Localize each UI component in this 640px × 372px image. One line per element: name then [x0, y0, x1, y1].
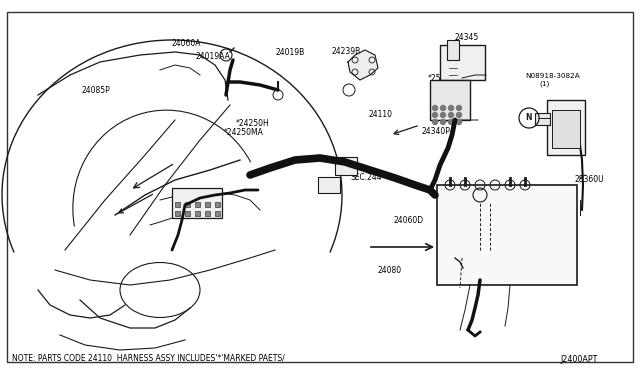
Text: 24060D: 24060D: [394, 217, 424, 225]
Circle shape: [449, 119, 454, 125]
Circle shape: [440, 106, 445, 110]
Polygon shape: [348, 50, 378, 80]
Bar: [437, 185, 577, 285]
Text: 24345: 24345: [454, 33, 479, 42]
Bar: [335, 157, 357, 175]
Bar: [447, 40, 459, 60]
Circle shape: [440, 119, 445, 125]
Text: J2400APT: J2400APT: [560, 356, 597, 365]
Bar: [552, 110, 580, 148]
Circle shape: [449, 112, 454, 118]
Bar: [547, 100, 585, 155]
Text: *24250MA: *24250MA: [224, 128, 264, 137]
Text: 24239B: 24239B: [332, 47, 361, 56]
Circle shape: [433, 112, 438, 118]
Text: SEC.244: SEC.244: [351, 173, 382, 182]
Text: ⊖: ⊖: [451, 225, 459, 235]
Text: NOTE: PARTS CODE 24110  HARNESS ASSY INCLUDES'*'MARKED PAETS/: NOTE: PARTS CODE 24110 HARNESS ASSY INCL…: [12, 353, 285, 362]
Text: 24019AA: 24019AA: [195, 52, 230, 61]
Bar: [185, 202, 190, 207]
Bar: [195, 211, 200, 216]
Text: N: N: [525, 113, 532, 122]
Text: 24029D: 24029D: [440, 275, 470, 283]
Text: (1): (1): [540, 80, 550, 87]
Bar: [195, 202, 200, 207]
Bar: [205, 211, 210, 216]
Text: *25411+A: *25411+A: [428, 74, 467, 83]
Bar: [205, 202, 210, 207]
Circle shape: [456, 112, 461, 118]
Bar: [185, 211, 190, 216]
Text: *24250H: *24250H: [236, 119, 269, 128]
Bar: [172, 188, 222, 218]
Text: 28360U: 28360U: [575, 175, 604, 184]
Circle shape: [433, 119, 438, 125]
Circle shape: [440, 112, 445, 118]
Text: 24029AA: 24029AA: [440, 268, 475, 277]
Text: SEC.253: SEC.253: [552, 123, 583, 132]
Text: 24060A: 24060A: [172, 39, 201, 48]
Circle shape: [449, 106, 454, 110]
Bar: [440, 45, 485, 80]
Bar: [318, 177, 340, 193]
Bar: [215, 202, 220, 207]
Bar: [215, 211, 220, 216]
Circle shape: [456, 119, 461, 125]
Circle shape: [456, 106, 461, 110]
Bar: [430, 80, 470, 120]
Text: N08918-3082A: N08918-3082A: [525, 73, 580, 78]
Text: 24019B: 24019B: [275, 48, 305, 57]
Text: 24080: 24080: [378, 266, 402, 275]
Bar: [175, 211, 180, 216]
Text: ⊕: ⊕: [516, 225, 524, 235]
Bar: [175, 202, 180, 207]
Text: 24085P: 24085P: [82, 86, 111, 95]
Bar: [535, 113, 550, 125]
Circle shape: [433, 106, 438, 110]
Text: (294G0M): (294G0M): [547, 130, 585, 139]
Text: 24110: 24110: [369, 110, 393, 119]
Text: 24340P: 24340P: [421, 127, 450, 136]
